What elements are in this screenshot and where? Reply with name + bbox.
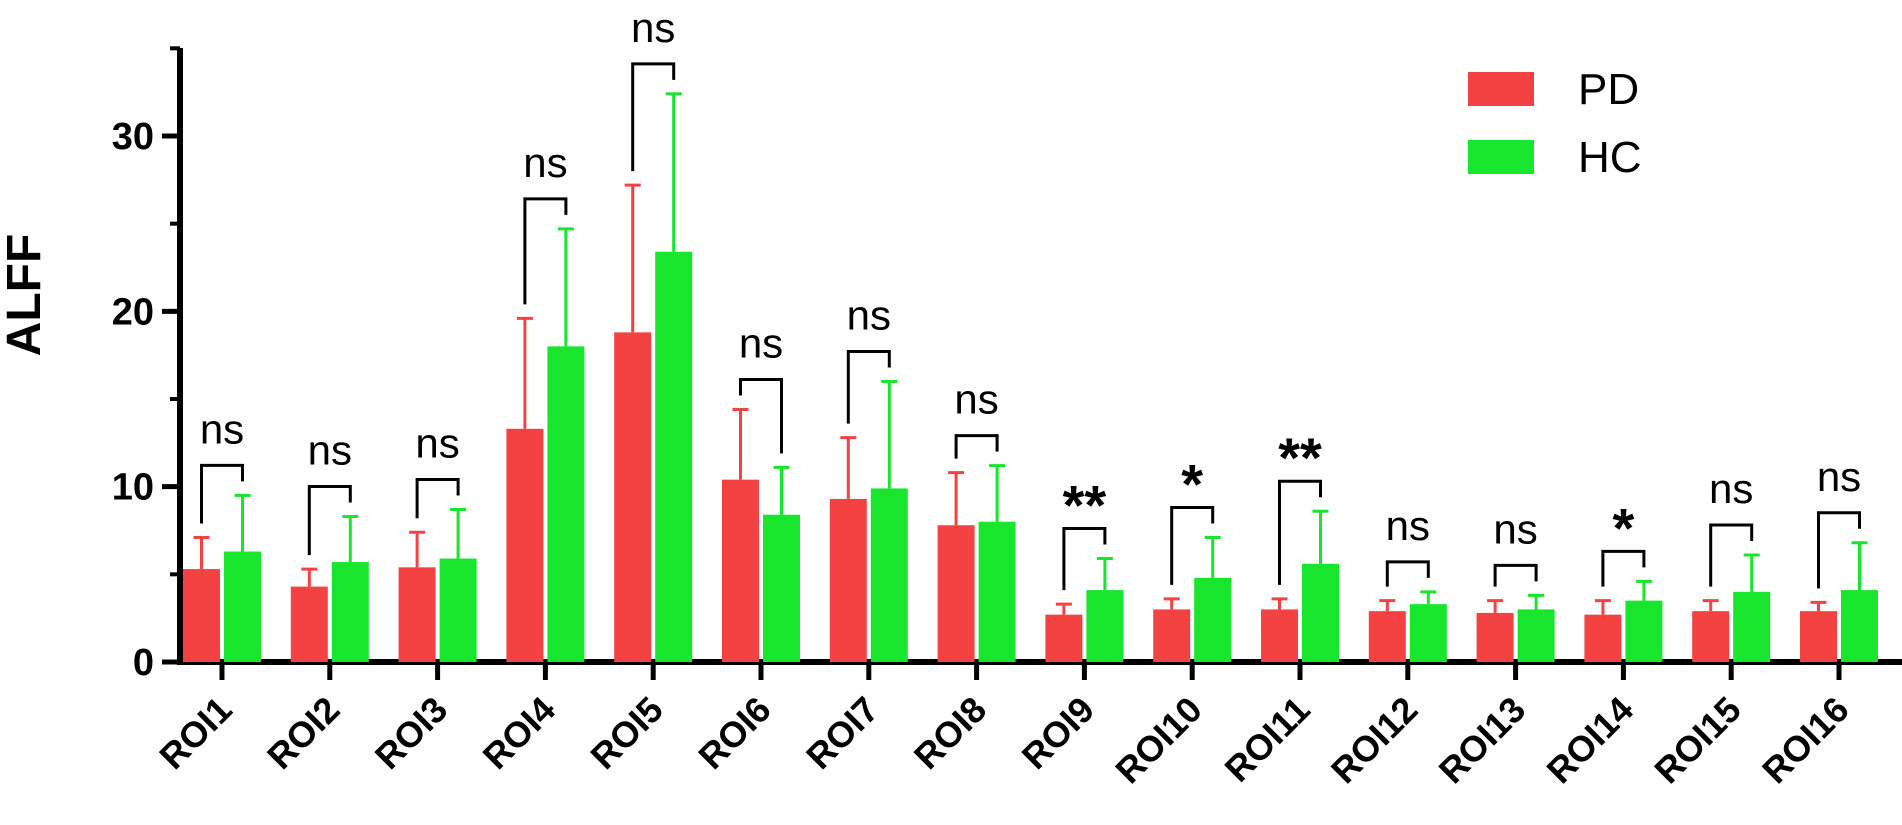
significance-bracket: [415, 477, 460, 519]
significance-bracket: [200, 463, 244, 524]
x-tick-label: ROI8: [906, 689, 994, 777]
x-tick-label: ROI16: [1754, 689, 1857, 792]
x-tick-label: ROI7: [798, 689, 886, 777]
y-tick-label: 10: [112, 467, 154, 509]
x-tick-label: ROI5: [582, 689, 670, 777]
significance-bracket: [846, 349, 891, 424]
pd-bar-roi10: [1153, 609, 1191, 662]
x-tick-label: ROI10: [1107, 689, 1210, 792]
x-tick-label: ROI9: [1014, 689, 1102, 777]
pd-bar-roi4: [506, 428, 544, 662]
significance-bracket: [307, 484, 352, 556]
hc-bar-roi15: [1733, 591, 1771, 662]
significance-bracket: [631, 62, 676, 172]
significance-label: ns: [1493, 505, 1537, 552]
pd-bar-roi7: [829, 498, 867, 662]
pd-bar-roi14: [1584, 614, 1622, 662]
legend-swatch-pd: [1468, 72, 1534, 106]
hc-bar-roi12: [1409, 604, 1447, 662]
x-tick-label: ROI1: [151, 689, 239, 777]
hc-bar-roi6: [763, 514, 800, 662]
significance-label: ns: [415, 419, 459, 466]
significance-bracket: [1170, 506, 1215, 585]
significance-bracket: [1493, 563, 1538, 587]
pd-bar-roi3: [398, 567, 436, 662]
significance-label: **: [1278, 426, 1322, 489]
pd-bar-roi15: [1692, 611, 1730, 662]
pd-bar-roi2: [290, 586, 328, 662]
significance-label: *: [1613, 496, 1635, 559]
significance-label: ns: [847, 291, 891, 338]
hc-bar-roi4: [547, 346, 585, 662]
hc-bar-roi2: [331, 562, 369, 662]
pd-bar-roi13: [1476, 612, 1514, 662]
significance-bracket: [1709, 523, 1754, 587]
x-tick-label: ROI15: [1646, 689, 1749, 792]
pd-bar-roi9: [1045, 614, 1083, 662]
legend: PD HC: [1468, 65, 1642, 182]
x-tick-label: ROI2: [259, 689, 347, 777]
hc-bar-roi8: [978, 521, 1016, 662]
significance-label: ns: [954, 376, 998, 423]
legend-label-pd: PD: [1578, 65, 1639, 114]
hc-bar-roi9: [1086, 590, 1124, 662]
significance-label: ns: [1817, 453, 1861, 500]
hc-bar-roi5: [655, 251, 693, 662]
significance-label: **: [1063, 474, 1107, 537]
hc-bar-roi13: [1517, 609, 1555, 662]
hc-bar-roi14: [1625, 600, 1663, 662]
x-tick-label: ROI6: [690, 689, 778, 777]
hc-bar-roi7: [870, 488, 908, 662]
x-tick-label: ROI3: [367, 689, 455, 777]
y-tick-label: 20: [112, 291, 154, 333]
significance-label: ns: [308, 426, 352, 473]
x-tick-label: ROI12: [1323, 689, 1426, 792]
significance-label: ns: [739, 320, 783, 367]
x-tick-label: ROI14: [1538, 689, 1641, 792]
hc-bar-roi3: [439, 558, 477, 662]
pd-bar-roi8: [937, 525, 975, 662]
significance-bracket: [954, 434, 999, 459]
significance-bracket: [523, 197, 568, 305]
hc-bar-roi1: [224, 551, 261, 662]
pd-bar-roi16: [1800, 611, 1837, 662]
significance-bracket: [1385, 560, 1430, 587]
y-tick-label: 30: [112, 116, 154, 158]
significance-bracket: [1062, 527, 1107, 591]
legend-swatch-hc: [1468, 140, 1534, 174]
hc-bar-roi16: [1841, 590, 1878, 662]
significance-bracket: [1601, 549, 1646, 587]
x-tick-label: ROI4: [475, 689, 563, 777]
pd-bar-roi5: [614, 332, 652, 662]
significance-label: ns: [1709, 465, 1753, 512]
legend-label-hc: HC: [1578, 133, 1642, 182]
significance-bracket: [739, 378, 783, 454]
hc-bar-roi10: [1194, 577, 1232, 662]
y-axis-title: ALFF: [0, 234, 51, 357]
significance-label: ns: [1386, 502, 1430, 549]
y-tick-label: 0: [133, 642, 154, 684]
significance-label: *: [1181, 453, 1203, 516]
significance-bracket: [1817, 511, 1861, 589]
pd-bar-roi11: [1261, 609, 1298, 662]
pd-bar-roi6: [722, 479, 759, 662]
hc-bar-roi11: [1302, 563, 1339, 662]
pd-bar-roi12: [1368, 611, 1406, 662]
significance-label: ns: [631, 4, 675, 51]
significance-label: ns: [200, 405, 244, 452]
x-tick-label: ROI13: [1431, 689, 1534, 792]
bars: [183, 92, 1878, 662]
significance-bracket: [1278, 479, 1322, 585]
x-tick-label: ROI11: [1216, 689, 1317, 790]
pd-bar-roi1: [183, 569, 220, 662]
significance-label: ns: [523, 139, 567, 186]
